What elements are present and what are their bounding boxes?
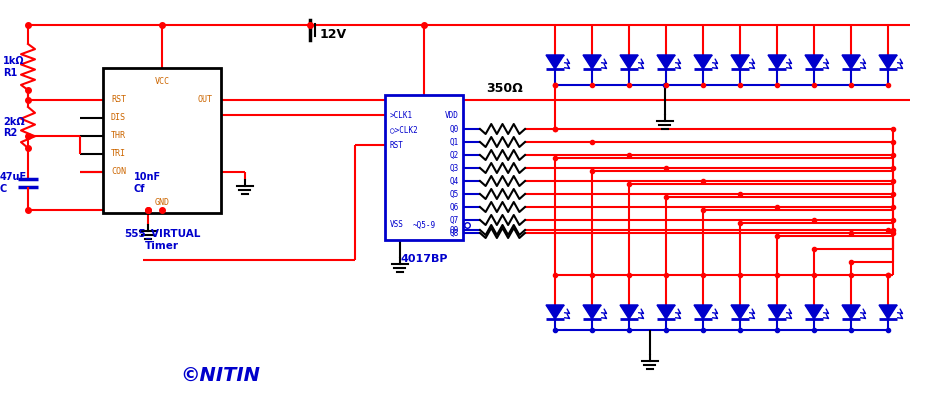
Text: TRI: TRI	[111, 149, 126, 158]
Polygon shape	[841, 55, 859, 69]
Text: CON: CON	[111, 168, 126, 177]
Polygon shape	[878, 55, 896, 69]
Text: ©NITIN: ©NITIN	[180, 366, 260, 384]
Text: Q2: Q2	[450, 151, 459, 160]
Text: Q0: Q0	[450, 124, 459, 133]
Polygon shape	[545, 305, 564, 319]
Text: ~Q5-9: ~Q5-9	[413, 220, 436, 229]
Text: VDD: VDD	[445, 111, 459, 120]
Text: 350Ω: 350Ω	[486, 82, 523, 95]
Text: 4017BP: 4017BP	[400, 254, 447, 264]
Text: OUT: OUT	[197, 95, 213, 104]
Text: 2kΩ
R2: 2kΩ R2	[3, 117, 25, 138]
Text: 555_VIRTUAL
Timer: 555_VIRTUAL Timer	[123, 229, 200, 251]
Text: Q9: Q9	[450, 226, 459, 235]
Text: Q1: Q1	[450, 137, 459, 146]
Polygon shape	[693, 55, 711, 69]
Polygon shape	[656, 55, 674, 69]
Text: 10nF
Cf: 10nF Cf	[133, 172, 161, 194]
Text: VCC: VCC	[154, 77, 170, 86]
Polygon shape	[730, 55, 748, 69]
Text: DIS: DIS	[111, 113, 126, 122]
Text: Q6: Q6	[450, 202, 459, 211]
Text: Q8: Q8	[450, 228, 459, 237]
Polygon shape	[619, 305, 638, 319]
Polygon shape	[804, 55, 822, 69]
Text: RST: RST	[111, 95, 126, 104]
Polygon shape	[804, 305, 822, 319]
Polygon shape	[768, 55, 785, 69]
Text: 47uF
C: 47uF C	[0, 172, 27, 194]
Polygon shape	[582, 55, 601, 69]
Text: Q3: Q3	[450, 164, 459, 173]
Text: VSS: VSS	[389, 220, 403, 229]
Text: Q5: Q5	[450, 189, 459, 199]
Polygon shape	[582, 305, 601, 319]
Text: THR: THR	[111, 131, 126, 140]
Polygon shape	[619, 55, 638, 69]
Text: 1kΩ
R1: 1kΩ R1	[3, 56, 25, 78]
Text: Q7: Q7	[450, 215, 459, 224]
Bar	[385, 95, 463, 240]
Text: RST: RST	[389, 140, 403, 149]
Text: GND: GND	[154, 199, 170, 208]
Polygon shape	[768, 305, 785, 319]
Polygon shape	[545, 55, 564, 69]
Text: >CLK1: >CLK1	[389, 111, 413, 120]
Text: ○>CLK2: ○>CLK2	[389, 126, 417, 135]
Polygon shape	[693, 305, 711, 319]
Polygon shape	[878, 305, 896, 319]
Text: 12V: 12V	[320, 29, 347, 42]
Polygon shape	[841, 305, 859, 319]
Polygon shape	[730, 305, 748, 319]
Polygon shape	[656, 305, 674, 319]
Text: Q4: Q4	[450, 177, 459, 186]
Bar	[103, 68, 221, 213]
